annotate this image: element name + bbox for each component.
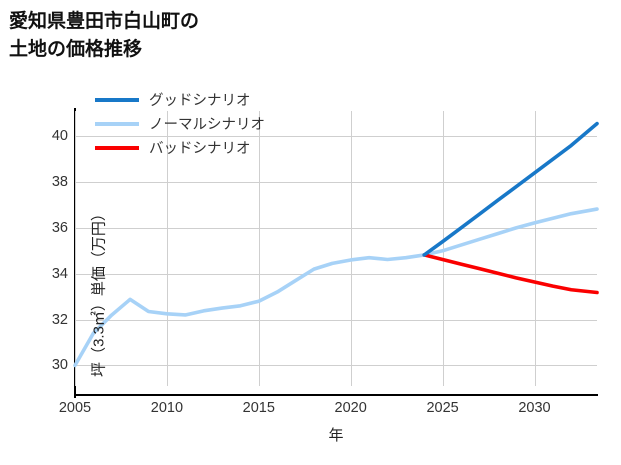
series-lines	[73, 121, 599, 368]
y-tick-30: 30	[51, 357, 68, 374]
x-axis-tick-labels: 2005 2010 2015 2020 2025 2030	[59, 400, 597, 422]
y-tick-34: 34	[51, 265, 68, 282]
x-tick-2020: 2020	[334, 400, 367, 416]
x-axis-spine	[74, 394, 598, 396]
legend-swatch-icon	[95, 97, 139, 102]
y-axis-tick-labels: 30 32 34 36 38 40	[20, 111, 68, 386]
legend-item-1[interactable]: グッドシナリオ	[95, 92, 265, 109]
x-tick-2015: 2015	[242, 400, 275, 416]
gridline-x-2015	[258, 111, 260, 386]
y-tick-32: 32	[51, 311, 68, 328]
y-tick-40: 40	[51, 128, 68, 145]
plot-area: 坪（3.3㎡）単価（万円）	[73, 111, 599, 386]
gridline-x-2025	[442, 111, 444, 386]
y-tick-36: 36	[51, 219, 68, 236]
x-tick-2010: 2010	[150, 400, 184, 416]
gridline-y-34	[75, 273, 597, 275]
legend-label: ノーマルシナリオ	[149, 117, 265, 133]
gridline-y-40	[75, 136, 597, 138]
legend-item-2[interactable]: ノーマルシナリオ	[95, 116, 265, 133]
series-line-ノーマルシナリオ	[73, 207, 599, 368]
gridline-y-36	[75, 227, 597, 229]
gridlines	[75, 111, 597, 386]
series-line-グッドシナリオ	[422, 121, 599, 257]
legend-swatch-icon	[95, 121, 139, 126]
gridline-x-2030	[534, 111, 536, 386]
chart-legend: グッドシナリオ ノーマルシナリオ バッドシナリオ	[95, 92, 265, 157]
x-tick-2025: 2025	[426, 400, 459, 416]
gridline-y-32	[75, 319, 597, 321]
page-title: 愛知県豊田市白山町の 土地の価格推移	[9, 11, 200, 60]
y-axis-title: 坪（3.3㎡）単価（万円）	[90, 206, 108, 377]
gridline-x-2005	[75, 111, 76, 386]
gridline-x-2010	[166, 111, 168, 386]
series-line-バッドシナリオ	[422, 253, 599, 295]
x-tick-2005: 2005	[58, 400, 92, 416]
x-tick-2030: 2030	[518, 400, 551, 416]
gridline-x-2020	[350, 111, 352, 386]
gridline-y-30	[75, 365, 597, 367]
legend-item-3[interactable]: バッドシナリオ	[95, 140, 265, 157]
gridline-y-38	[75, 182, 597, 183]
x-axis-title: 年	[328, 427, 344, 444]
legend-label: グッドシナリオ	[149, 93, 251, 109]
legend-swatch-icon	[95, 145, 139, 150]
y-tick-38: 38	[51, 174, 68, 190]
legend-label: バッドシナリオ	[149, 141, 251, 157]
